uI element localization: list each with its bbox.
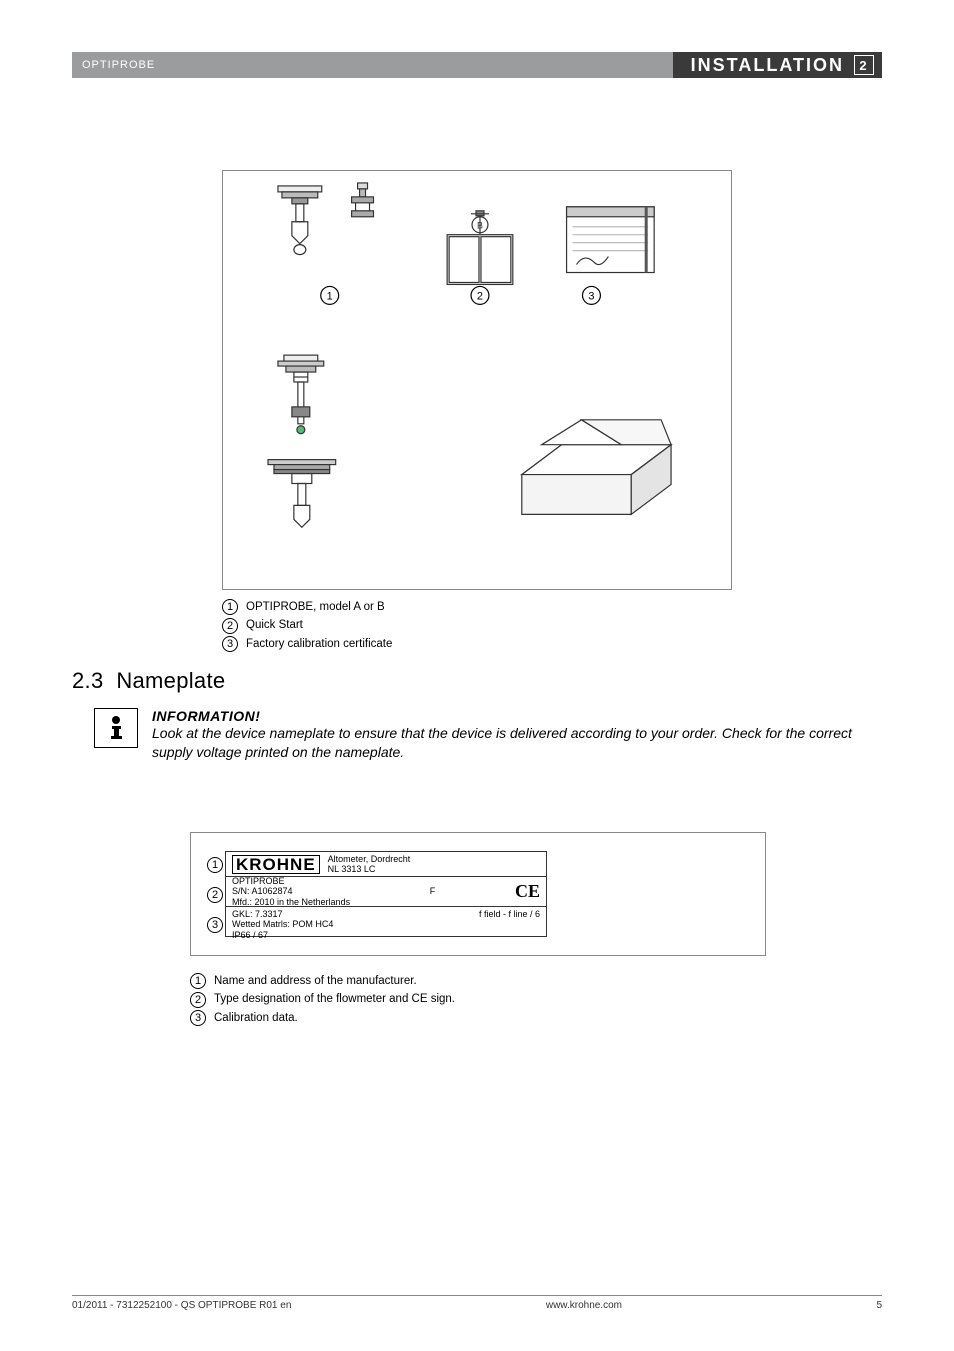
legend-marker-3: 3 xyxy=(222,636,238,652)
legend-marker-1: 1 xyxy=(222,599,238,615)
np-type-l2: S/N: A1062874 xyxy=(232,886,350,896)
section-heading: 2.3 Nameplate xyxy=(72,668,225,694)
section-number: 2.3 xyxy=(72,668,103,693)
nameplate-legend-row: 3 Calibration data. xyxy=(190,1009,455,1027)
nameplate-row-calibration: GKL: 7.3317 Wetted Matrls: POM HC4 IP66 … xyxy=(225,907,547,937)
svg-text:2: 2 xyxy=(477,290,483,302)
ce-mark-icon: CE xyxy=(515,881,540,902)
nameplate-type-block: OPTIPROBE S/N: A1062874 Mfd.: 2010 in th… xyxy=(232,876,350,907)
np-type-l1: OPTIPROBE xyxy=(232,876,350,886)
figure-legend-row: 2 Quick Start xyxy=(222,616,392,634)
np-type-mid: F xyxy=(430,886,436,896)
footer-page-number: 5 xyxy=(876,1300,882,1311)
info-icon-svg xyxy=(103,715,129,741)
figure-svg: B xyxy=(223,171,731,589)
nameplate-legend-row: 2 Type designation of the flowmeter and … xyxy=(190,990,455,1008)
np-cal-l2: Wetted Matrls: POM HC4 xyxy=(232,919,333,929)
info-body: Look at the device nameplate to ensure t… xyxy=(152,724,882,762)
nameplate-marker-1: 1 xyxy=(207,857,223,873)
legend-marker-2: 2 xyxy=(222,618,238,634)
nameplate-marker-3: 3 xyxy=(207,917,223,933)
nameplate-legend-row: 1 Name and address of the manufacturer. xyxy=(190,972,455,990)
nameplate-row-manufacturer: KROHNE Altometer, Dordrecht NL 3313 LC xyxy=(225,851,547,877)
np-cal-l3: IP66 / 67 xyxy=(232,930,333,940)
footer-center: www.krohne.com xyxy=(546,1300,622,1311)
header-spacer xyxy=(165,52,672,78)
manufacturer-address: Altometer, Dordrecht NL 3313 LC xyxy=(328,854,411,875)
svg-text:1: 1 xyxy=(327,290,333,302)
legend-text-3: Factory calibration certificate xyxy=(246,635,392,653)
np-legend-marker-2: 2 xyxy=(190,992,206,1008)
nameplate-figure: 1 2 3 KROHNE Altometer, Dordrecht NL 331… xyxy=(190,832,766,956)
header-product: OPTIPROBE xyxy=(72,52,165,78)
np-cal-right: f field - f line / 6 xyxy=(479,909,540,934)
np-type-l3: Mfd.: 2010 in the Netherlands xyxy=(232,897,350,907)
svg-text:B: B xyxy=(477,221,483,231)
np-cal-l1: GKL: 7.3317 xyxy=(232,909,333,919)
info-icon xyxy=(94,708,138,748)
svg-text:3: 3 xyxy=(588,290,594,302)
krohne-logo: KROHNE xyxy=(232,855,320,874)
header-section-number: 2 xyxy=(854,55,874,75)
nameplate-markers-col: 1 2 3 xyxy=(207,851,225,937)
addr-line1: Altometer, Dordrecht xyxy=(328,854,411,864)
np-legend-text-2: Type designation of the flowmeter and CE… xyxy=(214,990,455,1008)
legend-text-2: Quick Start xyxy=(246,616,303,634)
nameplate-card: KROHNE Altometer, Dordrecht NL 3313 LC O… xyxy=(225,851,547,937)
page-header: OPTIPROBE INSTALLATION 2 xyxy=(72,52,882,78)
information-callout: INFORMATION! Look at the device nameplat… xyxy=(94,708,882,762)
np-legend-marker-1: 1 xyxy=(190,973,206,989)
np-legend-text-3: Calibration data. xyxy=(214,1009,298,1027)
np-legend-marker-3: 3 xyxy=(190,1010,206,1026)
footer-left: 01/2011 - 7312252100 - QS OPTIPROBE R01 … xyxy=(72,1300,291,1311)
figure-legend-row: 3 Factory calibration certificate xyxy=(222,635,392,653)
section-title-text: Nameplate xyxy=(116,668,225,693)
nameplate-cal-left: GKL: 7.3317 Wetted Matrls: POM HC4 IP66 … xyxy=(232,909,333,934)
nameplate-legend: 1 Name and address of the manufacturer. … xyxy=(190,972,455,1027)
nameplate-marker-2: 2 xyxy=(207,887,223,903)
np-legend-text-1: Name and address of the manufacturer. xyxy=(214,972,417,990)
info-text: INFORMATION! Look at the device nameplat… xyxy=(152,708,882,762)
legend-text-1: OPTIPROBE, model A or B xyxy=(246,598,385,616)
header-section: INSTALLATION 2 xyxy=(673,52,882,78)
info-heading: INFORMATION! xyxy=(152,708,882,724)
page-footer: 01/2011 - 7312252100 - QS OPTIPROBE R01 … xyxy=(72,1295,882,1311)
header-section-title: INSTALLATION xyxy=(691,55,844,76)
scope-of-delivery-figure: B xyxy=(222,170,732,590)
figure-legend-row: 1 OPTIPROBE, model A or B xyxy=(222,598,392,616)
nameplate-row-type: OPTIPROBE S/N: A1062874 Mfd.: 2010 in th… xyxy=(225,877,547,907)
addr-line2: NL 3313 LC xyxy=(328,864,411,874)
figure-legend: 1 OPTIPROBE, model A or B 2 Quick Start … xyxy=(222,598,392,653)
